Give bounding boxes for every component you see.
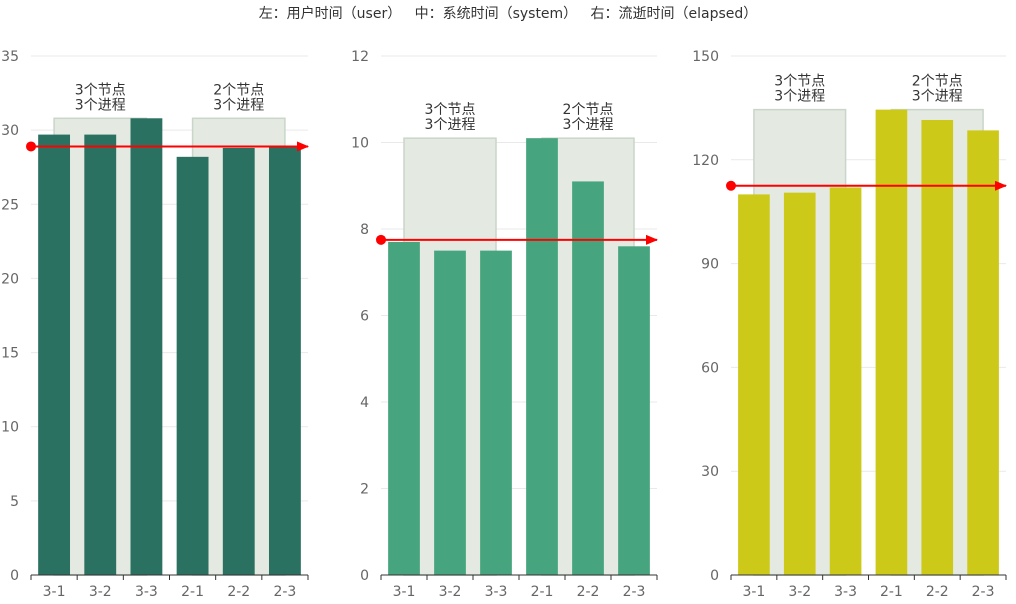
y-tick-label: 120: [692, 153, 719, 169]
y-tick-label: 15: [1, 346, 19, 362]
group-label: 2个节点 3个进程: [213, 82, 264, 113]
x-tick-label: 2-1: [531, 584, 554, 600]
y-tick-label: 2: [360, 482, 369, 498]
y-tick-label: 90: [701, 257, 719, 273]
bar-3-3: [480, 250, 512, 575]
x-tick-label: 3-2: [439, 584, 462, 600]
y-tick-label: 30: [1, 123, 19, 139]
y-tick-label: 35: [1, 49, 19, 65]
y-tick-label: 0: [10, 568, 19, 584]
x-tick-label: 3-3: [135, 584, 158, 600]
bar-3-1: [738, 194, 770, 575]
bar-2-3: [967, 130, 999, 575]
y-tick-label: 20: [1, 271, 19, 287]
group-label: 2个节点 3个进程: [912, 74, 963, 105]
group-label: 3个节点 3个进程: [75, 82, 126, 113]
bar-2-1: [526, 138, 558, 576]
x-tick-label: 2-1: [181, 584, 204, 600]
y-tick-label: 10: [1, 420, 19, 436]
bar-2-1: [875, 109, 908, 575]
y-tick-label: 5: [10, 494, 19, 510]
y-tick-label: 10: [351, 136, 369, 152]
y-tick-label: 30: [701, 464, 719, 480]
y-tick-label: 6: [360, 309, 369, 325]
bar-3-2: [434, 250, 466, 575]
chart-title: 左：用户时间（user） 中：系统时间（system） 右：流逝时间（elaps…: [258, 6, 758, 22]
x-tick-label: 2-2: [926, 584, 949, 600]
bar-2-3: [268, 146, 301, 575]
x-tick-label: 2-1: [880, 584, 903, 600]
bar-3-1: [38, 134, 71, 575]
bar-2-3: [618, 246, 650, 576]
y-tick-label: 25: [1, 197, 19, 213]
x-tick-label: 3-3: [485, 584, 508, 600]
bar-3-2: [84, 134, 117, 575]
group-label: 2个节点 3个进程: [563, 102, 614, 133]
panel-user: 0 5 10 15 20 25 30 35 3个节点 3个进程 2个节点 3个进程 3-1 3-2 3-3 2…: [1, 49, 309, 600]
x-tick-label: 3-1: [43, 584, 66, 600]
bar-2-2: [921, 120, 954, 575]
y-tick-label: 0: [710, 568, 719, 584]
y-tick-label: 12: [351, 49, 369, 65]
x-tick-label: 2-2: [577, 584, 600, 600]
x-tick-label: 3-3: [834, 584, 857, 600]
x-tick-label: 3-1: [393, 584, 416, 600]
bar-3-1: [388, 241, 420, 575]
y-tick-label: 8: [360, 222, 369, 238]
bar-2-2: [222, 147, 255, 576]
bar-2-1: [176, 156, 209, 575]
x-tick-label: 2-3: [273, 584, 296, 600]
bar-3-2: [783, 192, 816, 576]
y-tick-label: 60: [701, 360, 719, 376]
x-tick-label: 3-2: [89, 584, 112, 600]
bar-2-2: [572, 181, 604, 576]
panel-system: 0 2 4 6 8 10 12 3个节点 3个进程 2个节点 3个进程 3-1 3-2 3-3 2-1 2-2…: [351, 49, 658, 600]
y-tick-label: 4: [360, 395, 369, 411]
x-tick-label: 3-2: [788, 584, 811, 600]
group-label: 3个节点 3个进程: [425, 102, 476, 133]
x-tick-label: 2-3: [972, 584, 995, 600]
group-label: 3个节点 3个进程: [774, 74, 825, 105]
panel-elapsed: 0 30 60 90 120 150 3个节点 3个进程 2个节点 3个进程 3-1 3-2 3-3 2-…: [692, 49, 1007, 600]
x-tick-label: 2-2: [227, 584, 250, 600]
reference-dot: [726, 180, 736, 191]
y-tick-label: 150: [692, 49, 719, 65]
bar-3-3: [130, 118, 163, 575]
reference-dot: [26, 141, 36, 152]
x-tick-label: 3-1: [742, 584, 765, 600]
y-tick-label: 0: [360, 568, 369, 584]
x-tick-label: 2-3: [623, 584, 646, 600]
reference-dot: [376, 234, 386, 245]
bar-3-3: [829, 187, 862, 576]
